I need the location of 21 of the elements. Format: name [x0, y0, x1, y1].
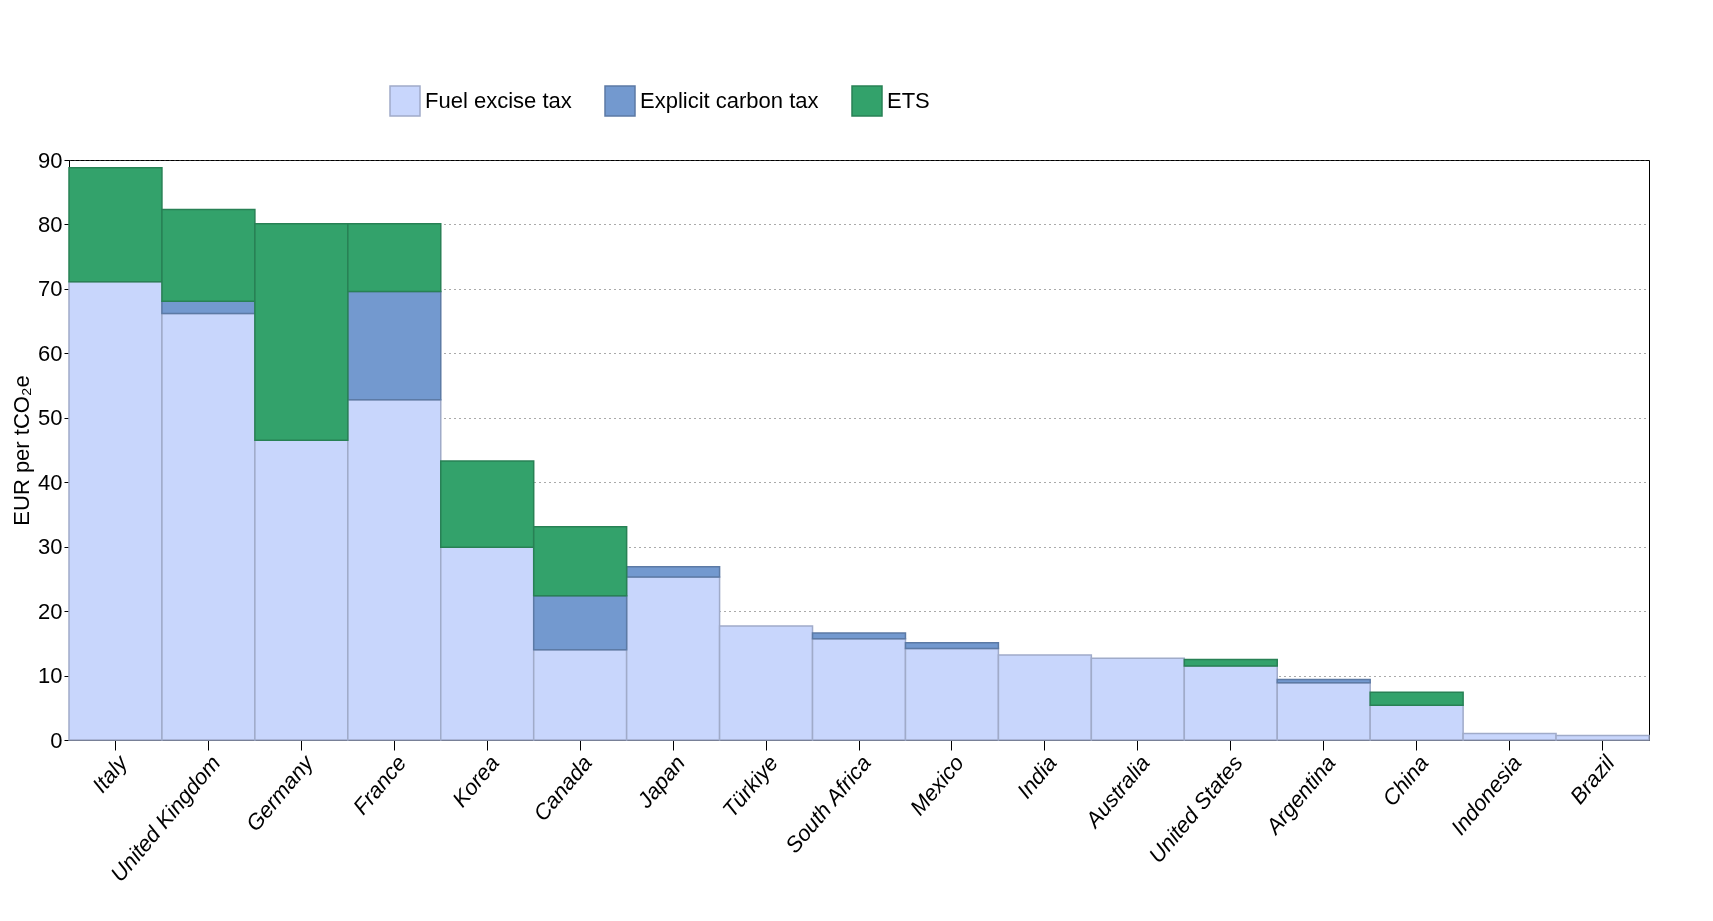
y-tick-label: 80 — [38, 211, 63, 237]
y-tick-label: 70 — [38, 276, 63, 302]
bar — [347, 290, 442, 401]
y-tick-label: 40 — [38, 469, 63, 495]
bar — [904, 641, 1000, 650]
legend-label: Explicit carbon tax — [640, 88, 819, 113]
y-tick-label: 20 — [38, 598, 63, 624]
y-tick-label: 90 — [38, 147, 63, 173]
y-tick-label: 10 — [38, 663, 63, 689]
y-tick-label: 0 — [50, 727, 63, 753]
bar — [811, 632, 907, 640]
bar — [625, 565, 721, 578]
y-tick-label: 50 — [38, 405, 63, 431]
legend-label: Fuel excise tax — [425, 88, 572, 113]
legend-label: ETS — [887, 88, 930, 113]
y-axis-title: EUR per tCO₂e — [9, 375, 35, 526]
y-tick-label: 30 — [38, 534, 63, 560]
bar — [1369, 691, 1464, 706]
bar — [1183, 658, 1278, 667]
bar — [532, 594, 628, 651]
y-tick-label: 60 — [38, 340, 63, 366]
